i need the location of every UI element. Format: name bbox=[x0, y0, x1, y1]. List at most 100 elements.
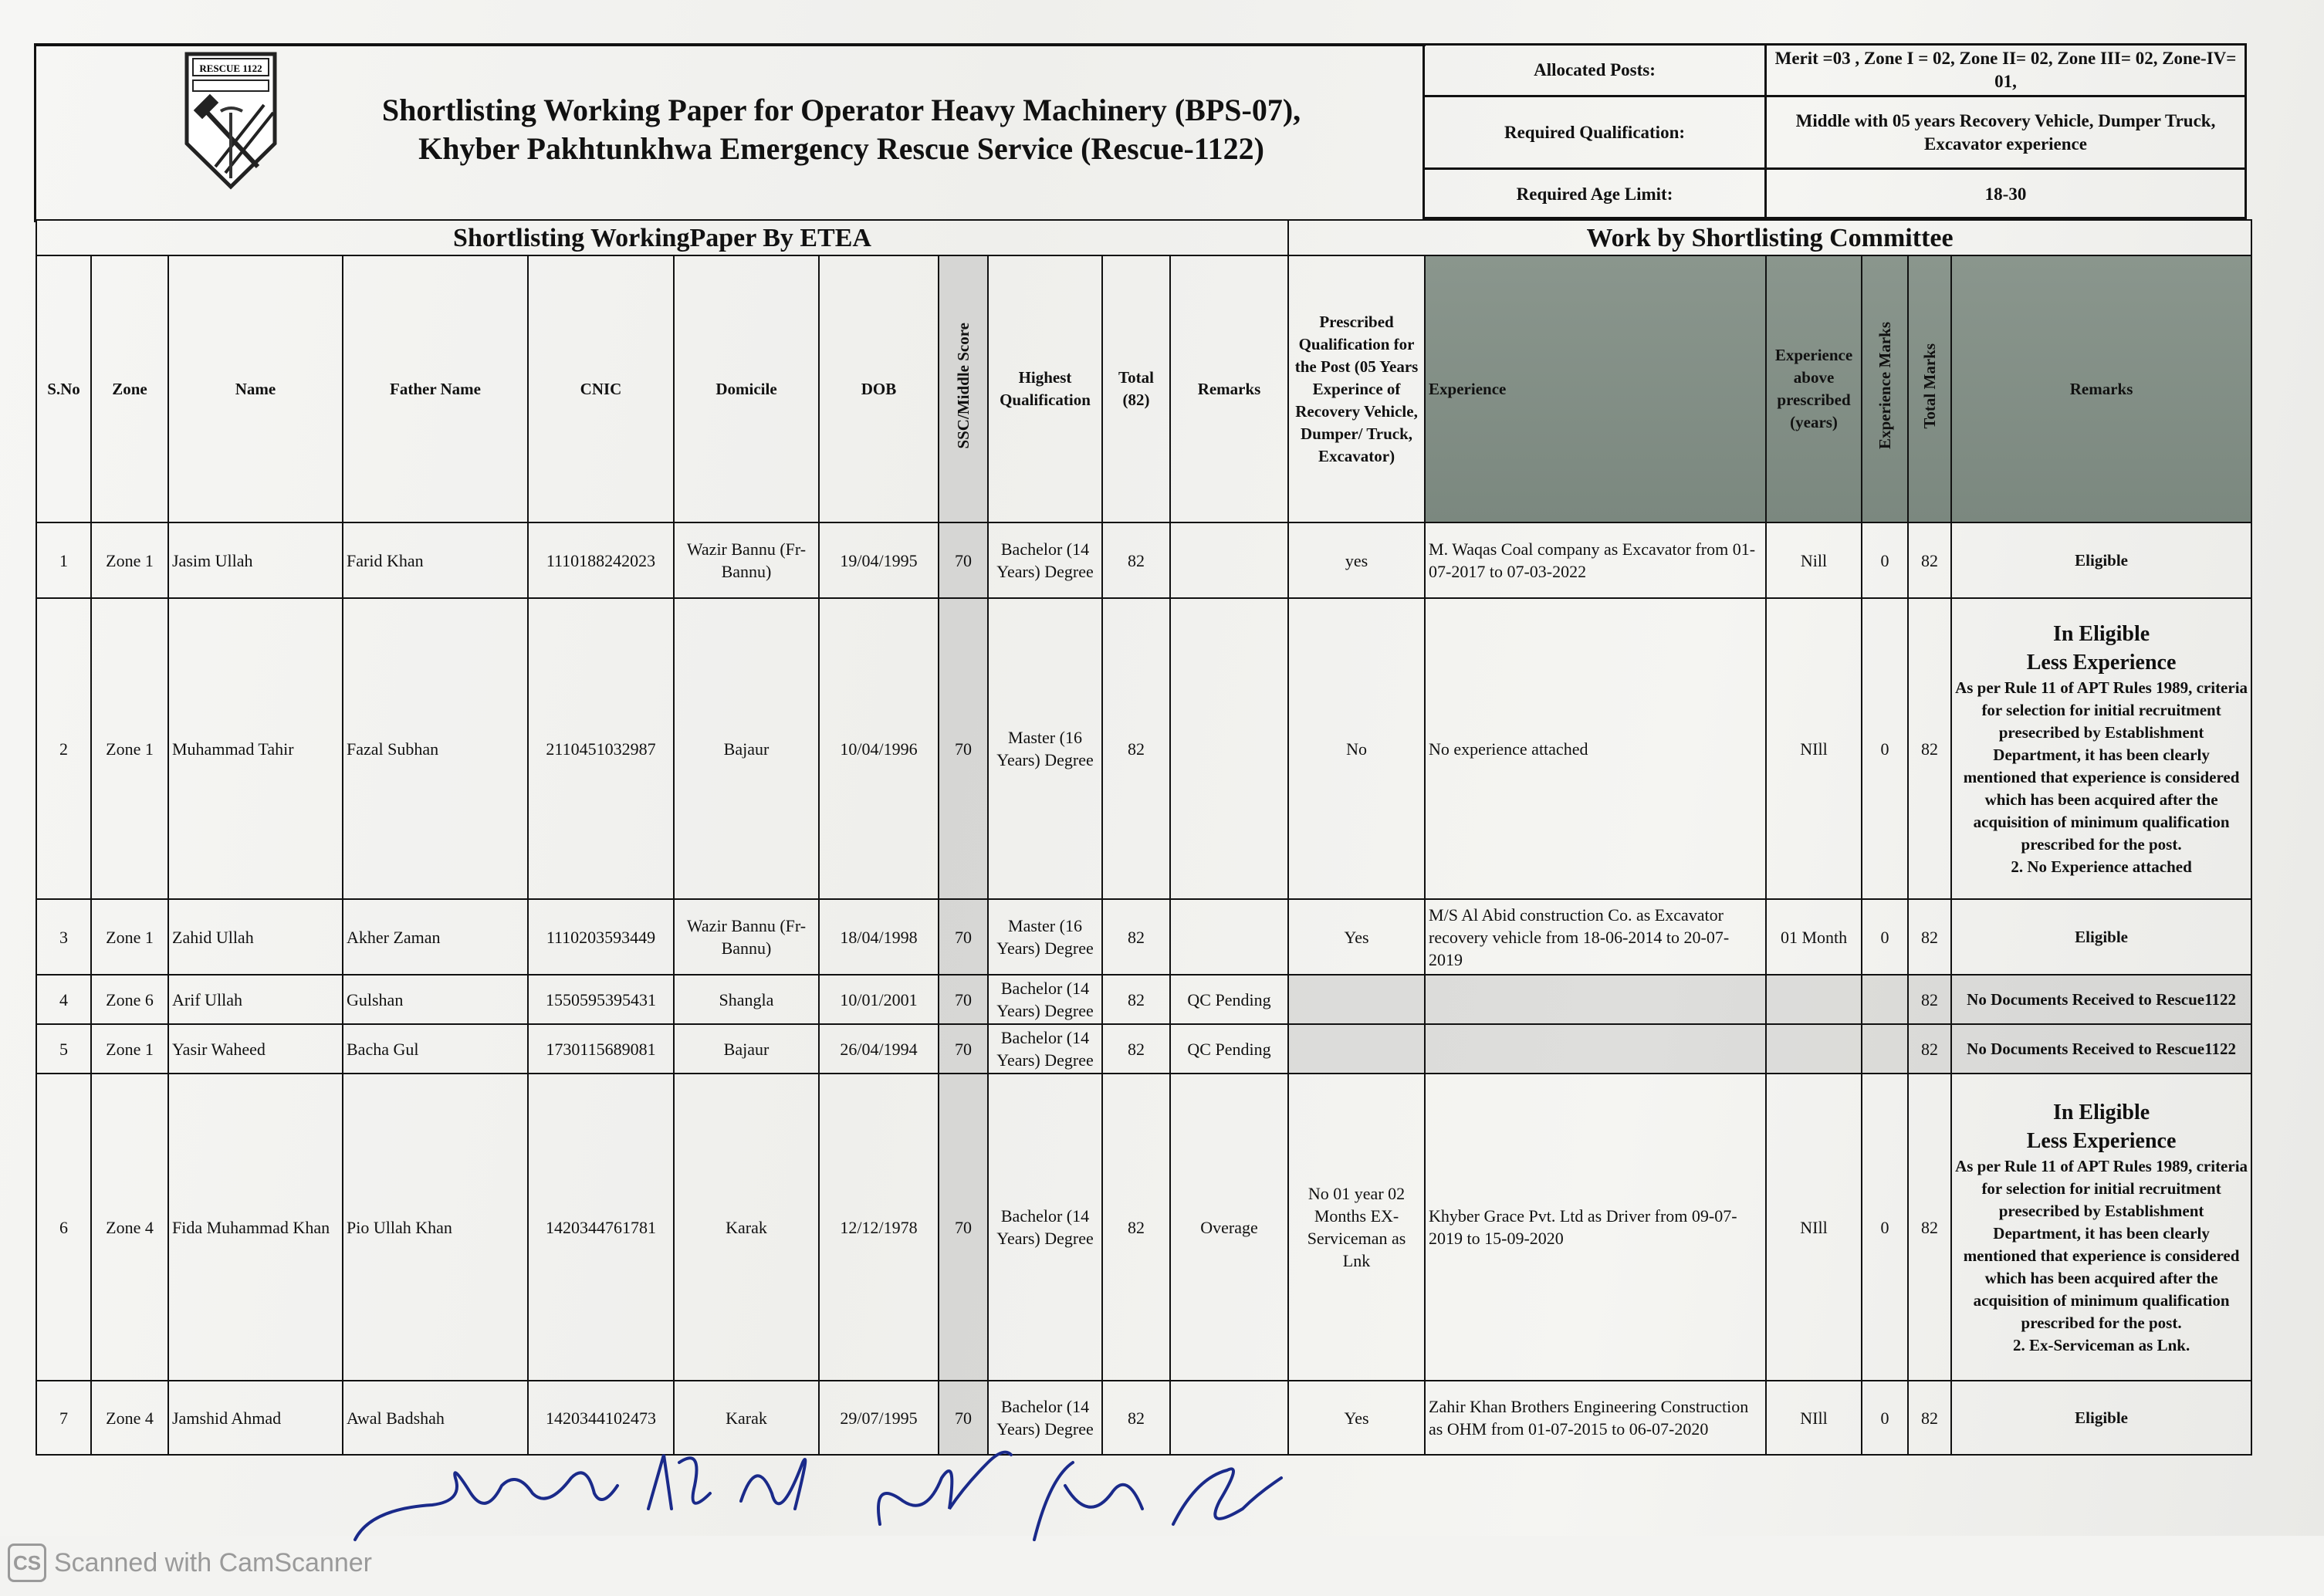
column-header-committee-remarks: Remarks bbox=[1950, 255, 2253, 523]
cell-exp-marks: 0 bbox=[1861, 898, 1910, 976]
committee-remark-line: Less Experience bbox=[2026, 650, 2177, 675]
cell-exp-marks: 0 bbox=[1861, 1380, 1910, 1456]
cell-qual: Master (16 Years) Degree bbox=[987, 597, 1103, 900]
committee-remark-line: As per Rule 11 of APT Rules 1989, criter… bbox=[1955, 678, 2248, 854]
cell-father: Awal Badshah bbox=[342, 1380, 529, 1456]
cell-qual: Bachelor (14 Years) Degree bbox=[987, 1023, 1103, 1074]
committee-section-title: Work by Shortlisting Committee bbox=[1287, 219, 2253, 256]
cell-exp-above bbox=[1765, 1023, 1863, 1074]
section-header-row: Shortlisting WorkingPaper By ETEA Work b… bbox=[35, 219, 2253, 256]
cell-remarks bbox=[1169, 898, 1290, 976]
cell-total: 82 bbox=[1101, 1023, 1171, 1074]
column-header-highest-qualification: Highest Qualification bbox=[987, 255, 1103, 523]
cell-cnic: 1420344761781 bbox=[527, 1073, 675, 1381]
table-row: 6 Zone 4 Fida Muhammad Khan Pio Ullah Khan 1… bbox=[36, 1073, 2253, 1381]
column-header-label: Remarks bbox=[2069, 379, 2133, 398]
column-header-label: Highest Qualification bbox=[1000, 368, 1091, 409]
signatures bbox=[354, 1450, 1283, 1541]
cell-ssc: 70 bbox=[938, 597, 989, 900]
cell-zone: Zone 1 bbox=[90, 597, 169, 900]
table-row: 1 Zone 1 Jasim Ullah Farid Khan 111018824202… bbox=[36, 522, 2253, 599]
camscanner-logo: CS bbox=[8, 1544, 46, 1582]
column-header-label: Father Name bbox=[390, 379, 481, 398]
column-header-total-marks: Total Marks bbox=[1907, 255, 1953, 523]
cell-prescribed: Yes bbox=[1287, 898, 1426, 976]
rescue-1122-logo: RESCUE 1122 bbox=[184, 52, 277, 190]
cell-total-marks: 82 bbox=[1907, 1073, 1953, 1381]
column-header-zone: Zone bbox=[90, 255, 169, 523]
cell-zone: Zone 6 bbox=[90, 974, 169, 1025]
cell-total-marks: 82 bbox=[1907, 974, 1953, 1025]
title-line-1: Shortlisting Working Paper for Operator … bbox=[381, 93, 1301, 127]
cell-dob: 26/04/1994 bbox=[818, 1023, 939, 1074]
committee-remark-line: No Documents Received to Rescue1122 bbox=[1967, 1039, 2236, 1058]
cell-committee-remarks: In Eligible Less Experience As per Rule 11… bbox=[1950, 1073, 2253, 1381]
cell-total: 82 bbox=[1101, 898, 1171, 976]
cell-experience: Zahir Khan Brothers Engineering Construc… bbox=[1424, 1380, 1768, 1456]
etea-section-title: Shortlisting WorkingPaper By ETEA bbox=[35, 219, 1290, 256]
table-row: 5 Zone 1 Yasir Waheed Bacha Gul 173011568908… bbox=[36, 1023, 2253, 1074]
cell-committee-remarks: Eligible bbox=[1950, 522, 2253, 599]
cell-domicile: Karak bbox=[673, 1380, 820, 1456]
allocated-posts-row: Allocated Posts: Merit =03 , Zone I = 02… bbox=[1425, 46, 2245, 97]
cell-zone: Zone 1 bbox=[90, 1023, 169, 1074]
cell-total: 82 bbox=[1101, 597, 1171, 900]
cell-name: Muhammad Tahir bbox=[167, 597, 343, 900]
cell-cnic: 1730115689081 bbox=[527, 1023, 675, 1074]
column-header-row: S.No Zone Name Father Name CNIC Domicile DOB SS… bbox=[36, 255, 2253, 523]
cell-exp-marks bbox=[1861, 1023, 1910, 1074]
column-header-label: S.No bbox=[47, 379, 80, 398]
required-qualification-label: Required Qualification: bbox=[1425, 97, 1767, 167]
cell-experience bbox=[1424, 1023, 1768, 1074]
committee-remark-line: Eligible bbox=[2075, 550, 2128, 570]
column-header-total: Total (82) bbox=[1101, 255, 1171, 523]
cell-remarks: QC Pending bbox=[1169, 974, 1290, 1025]
cell-remarks bbox=[1169, 1380, 1290, 1456]
cell-domicile: Wazir Bannu (Fr-Bannu) bbox=[673, 898, 820, 976]
column-header-label: Prescribed Qualification for the Post (0… bbox=[1294, 312, 1419, 465]
cell-sno: 7 bbox=[36, 1380, 92, 1456]
cell-remarks bbox=[1169, 597, 1290, 900]
cell-exp-marks: 0 bbox=[1861, 1073, 1910, 1381]
column-header-label: Zone bbox=[112, 379, 147, 398]
cell-zone: Zone 1 bbox=[90, 898, 169, 976]
cell-prescribed: No bbox=[1287, 597, 1426, 900]
committee-remark-line: Less Experience bbox=[2026, 1128, 2177, 1153]
cell-name: Arif Ullah bbox=[167, 974, 343, 1025]
cell-exp-above: NIll bbox=[1765, 597, 1863, 900]
cell-name: Yasir Waheed bbox=[167, 1023, 343, 1074]
cell-sno: 2 bbox=[36, 597, 92, 900]
cell-total-marks: 82 bbox=[1907, 1023, 1953, 1074]
cell-name: Fida Muhammad Khan bbox=[167, 1073, 343, 1381]
cell-father: Gulshan bbox=[342, 974, 529, 1025]
cell-ssc: 70 bbox=[938, 1073, 989, 1381]
cell-cnic: 1420344102473 bbox=[527, 1380, 675, 1456]
cell-dob: 10/01/2001 bbox=[818, 974, 939, 1025]
cell-father: Pio Ullah Khan bbox=[342, 1073, 529, 1381]
column-header-father-name: Father Name bbox=[342, 255, 529, 523]
cell-total: 82 bbox=[1101, 974, 1171, 1025]
column-header-experience-marks: Experience Marks bbox=[1861, 255, 1910, 523]
page-title: Shortlisting Working Paper for Operator … bbox=[293, 91, 1389, 168]
column-header-cnic: CNIC bbox=[527, 255, 675, 523]
camscanner-text: Scanned with CamScanner bbox=[54, 1547, 373, 1577]
cell-domicile: Wazir Bannu (Fr-Bannu) bbox=[673, 522, 820, 599]
cell-cnic: 2110451032987 bbox=[527, 597, 675, 900]
cell-name: Zahid Ullah bbox=[167, 898, 343, 976]
cell-experience: M. Waqas Coal company as Excavator from … bbox=[1424, 522, 1768, 599]
cell-father: Farid Khan bbox=[342, 522, 529, 599]
cell-prescribed: yes bbox=[1287, 522, 1426, 599]
title-line-2: Khyber Pakhtunkhwa Emergency Rescue Serv… bbox=[418, 131, 1264, 166]
cell-total-marks: 82 bbox=[1907, 1380, 1953, 1456]
cell-prescribed bbox=[1287, 974, 1426, 1025]
cell-experience: Khyber Grace Pvt. Ltd as Driver from 09-… bbox=[1424, 1073, 1768, 1381]
cell-committee-remarks: No Documents Received to Rescue1122 bbox=[1950, 1023, 2253, 1074]
cell-exp-above: 01 Month bbox=[1765, 898, 1863, 976]
cell-qual: Bachelor (14 Years) Degree bbox=[987, 1380, 1103, 1456]
cell-remarks: Overage bbox=[1169, 1073, 1290, 1381]
cell-experience bbox=[1424, 974, 1768, 1025]
column-header-label: Experience bbox=[1429, 379, 1507, 398]
cell-cnic: 1110203593449 bbox=[527, 898, 675, 976]
post-info-box: Allocated Posts: Merit =03 , Zone I = 02… bbox=[1422, 43, 2247, 219]
cell-exp-above: NIll bbox=[1765, 1380, 1863, 1456]
